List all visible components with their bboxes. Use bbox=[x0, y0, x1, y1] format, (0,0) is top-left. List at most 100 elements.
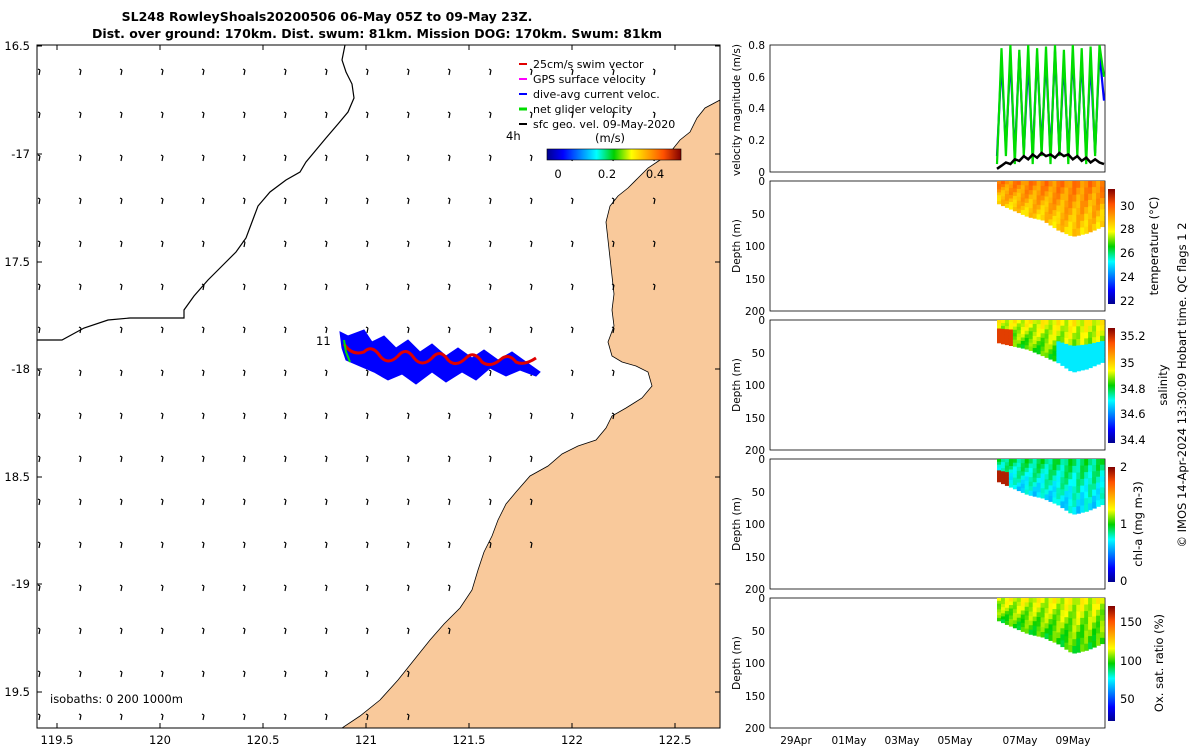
temperature-clabel: temperature (°C) bbox=[1147, 197, 1161, 296]
section-cell bbox=[1004, 611, 1010, 615]
section-cell bbox=[1060, 610, 1065, 617]
oxygen-section bbox=[997, 598, 1105, 654]
current-arrow bbox=[78, 412, 82, 420]
section-cell bbox=[1056, 217, 1061, 225]
section-cell bbox=[1072, 507, 1077, 515]
section-cell bbox=[1084, 187, 1089, 195]
section-cell bbox=[1068, 459, 1073, 467]
section-cell bbox=[1084, 181, 1089, 189]
current-arrow bbox=[406, 68, 410, 76]
current-arrow bbox=[201, 455, 205, 463]
section-cell bbox=[1040, 473, 1046, 480]
section-cell bbox=[1008, 323, 1014, 327]
section-cell bbox=[1092, 217, 1097, 225]
current-arrow bbox=[488, 455, 492, 463]
section-cell bbox=[1088, 219, 1093, 226]
section-cell bbox=[1092, 489, 1097, 497]
section-cell bbox=[1036, 209, 1042, 215]
section-cell bbox=[1060, 225, 1065, 233]
section-cell bbox=[1028, 194, 1034, 200]
section-cell bbox=[1064, 604, 1069, 612]
cbar-tick: 50 bbox=[1120, 692, 1135, 706]
section-cell bbox=[1088, 478, 1093, 485]
section-cell bbox=[1096, 627, 1101, 634]
section-cell bbox=[1024, 334, 1030, 339]
oxygen-clabel: Ox. sat. ratio (%) bbox=[1152, 614, 1166, 712]
section-cell bbox=[1096, 603, 1101, 611]
section-cell bbox=[1048, 474, 1054, 481]
section-cell bbox=[997, 334, 1002, 338]
current-arrow bbox=[242, 326, 246, 334]
section-cell bbox=[1032, 625, 1038, 631]
section-cell bbox=[1001, 184, 1006, 188]
current-arrow bbox=[201, 326, 205, 334]
cbar-tick: 35 bbox=[1120, 356, 1135, 370]
current-arrow bbox=[406, 197, 410, 205]
glider-track bbox=[339, 329, 541, 385]
current-velocity-vectors bbox=[339, 329, 541, 385]
section-cell bbox=[1100, 209, 1105, 216]
section-cell bbox=[1001, 480, 1006, 485]
section-cell bbox=[1072, 345, 1077, 353]
current-arrow bbox=[611, 326, 615, 334]
section-cell bbox=[1024, 459, 1030, 464]
section-cell bbox=[1044, 338, 1050, 344]
current-arrow bbox=[570, 369, 574, 377]
section-cell bbox=[1028, 323, 1034, 329]
section-cell bbox=[1060, 212, 1065, 220]
section-cell bbox=[1044, 211, 1050, 218]
section-cell bbox=[1024, 189, 1030, 195]
section-cell bbox=[1056, 205, 1061, 213]
section-cell bbox=[1060, 604, 1065, 611]
section-cell bbox=[1068, 194, 1073, 202]
section-cell bbox=[1028, 616, 1034, 622]
section-cell bbox=[1012, 323, 1018, 328]
section-cell bbox=[1064, 326, 1069, 333]
section-cell bbox=[1012, 612, 1018, 618]
section-cell bbox=[1056, 199, 1061, 207]
current-arrow bbox=[37, 498, 41, 506]
section-cell bbox=[1048, 598, 1054, 604]
section-cell bbox=[1068, 345, 1073, 353]
section-cell bbox=[1044, 598, 1050, 604]
section-cell bbox=[1080, 498, 1085, 506]
section-cell bbox=[1020, 483, 1026, 489]
section-cell bbox=[1076, 181, 1081, 189]
section-cell bbox=[1084, 504, 1089, 512]
section-cell bbox=[1072, 465, 1077, 474]
section-cell bbox=[1032, 185, 1038, 191]
cbar-tick: 34.6 bbox=[1120, 407, 1146, 421]
section-cell bbox=[1012, 481, 1018, 486]
section-cell bbox=[1072, 459, 1077, 467]
section-cell bbox=[1072, 326, 1077, 334]
section-cell bbox=[1052, 192, 1058, 199]
section-cell bbox=[1088, 604, 1093, 612]
legend-gps: GPS surface velocity bbox=[533, 73, 646, 86]
section-cell bbox=[1100, 357, 1105, 363]
section-cell bbox=[1032, 213, 1038, 219]
section-cell bbox=[1004, 323, 1010, 327]
section-cell bbox=[1040, 337, 1046, 343]
section-cell bbox=[1092, 187, 1097, 194]
section-cell bbox=[1032, 340, 1038, 345]
section-cell bbox=[1040, 493, 1046, 499]
section-cell bbox=[997, 195, 1002, 199]
section-cell bbox=[1024, 330, 1030, 335]
section-cell bbox=[1020, 197, 1026, 203]
section-cell bbox=[1080, 227, 1085, 235]
current-arrow bbox=[529, 111, 533, 119]
section-cell bbox=[1048, 186, 1054, 193]
current-arrow bbox=[324, 541, 328, 549]
current-arrow bbox=[406, 670, 410, 678]
current-arrow bbox=[488, 111, 492, 119]
section-cell bbox=[1076, 499, 1081, 507]
section-cell bbox=[1092, 604, 1097, 611]
section-cell bbox=[1024, 598, 1030, 603]
current-arrow bbox=[488, 283, 492, 291]
section-cell bbox=[1052, 215, 1058, 223]
section-cell bbox=[1064, 338, 1069, 345]
section-cell bbox=[1060, 634, 1065, 642]
section-cell bbox=[1092, 477, 1097, 485]
current-arrow bbox=[37, 197, 41, 205]
section-cell bbox=[1044, 464, 1050, 470]
